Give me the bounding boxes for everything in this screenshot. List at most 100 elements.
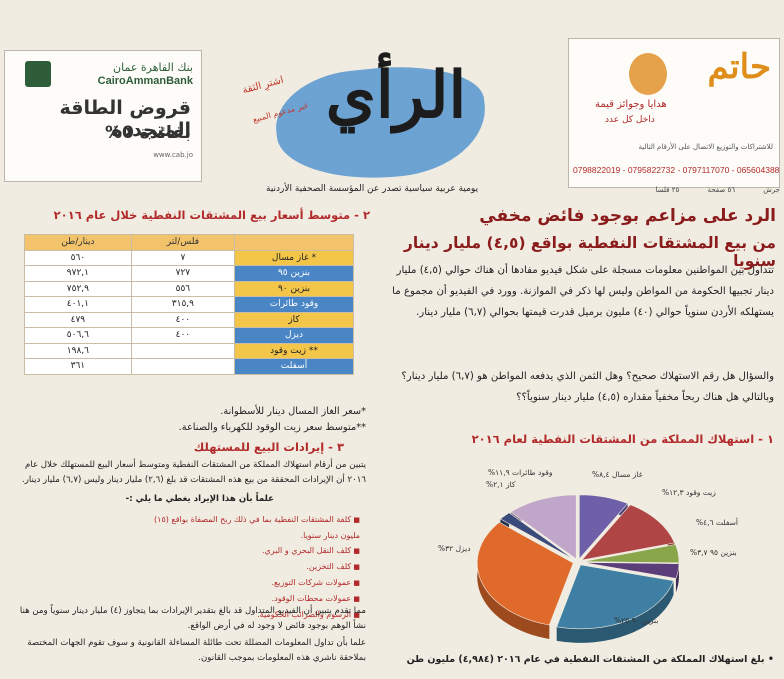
product-cell: ديزل — [234, 327, 354, 344]
product-cell: كاز — [234, 311, 354, 328]
hatem-title: حاتم — [707, 47, 771, 87]
product-cell: بنزين ٩٥ — [234, 265, 354, 282]
fils-per-liter-cell: ٧ — [130, 249, 236, 266]
bank-ad-headline: قروض الطاقة المتجددة — [59, 97, 192, 141]
dinar-per-ton-cell: ٩٧٢,١ — [24, 265, 132, 282]
list-item: عمولات محطات الوقود. — [140, 591, 360, 607]
pie-label: ديزل ٣٢% — [438, 544, 471, 553]
pie-slice — [582, 544, 680, 564]
bank-logo-icon — [25, 61, 51, 87]
table-header — [234, 234, 354, 251]
pie-slice — [510, 494, 577, 560]
newspaper-tagline: يومية عربية سياسية تصدر عن المؤسسة الصحف… — [266, 184, 479, 194]
fils-per-liter-cell: ٣١٥,٩ — [130, 296, 236, 313]
section-3-lead: علماً بأن هذا الإيراد يغطي ما يلي :- — [125, 494, 274, 504]
article-right: الرد على مزاعم بوجود فائض مخفي من بيع ال… — [378, 200, 780, 676]
section-3-title: ٣ - إيرادات البيع للمستهلك — [193, 440, 344, 454]
table-row: ٤٧٩ ٤٠٠ كاز — [24, 311, 354, 328]
list-item: كلف التخزين. — [140, 559, 360, 575]
pie-label: بنزين ٩٠ ٢٥% — [614, 616, 659, 625]
price-table: دينار/طن فلس/لتر ٥٦٠ ٧ غاز مسال * ٩٧٢,١ ٧٢٧ ب… — [24, 234, 354, 375]
product-cell: أسفلت — [234, 358, 354, 375]
paragraph-2: والسؤال هل رقم الاستهلاك صحيح؟ وهل الثمن… — [401, 371, 774, 403]
dinar-per-ton-cell: ٣٦١ — [24, 358, 132, 375]
pie-label: غاز مسال ٨,٤% — [592, 470, 643, 479]
fils-per-liter-cell — [130, 342, 236, 359]
section-3-body: يتبين من أرقام استهلاك المملكة من المشتق… — [22, 460, 366, 485]
bank-name-ar: بنك القاهرة عمان — [113, 61, 193, 74]
paragraph-1: تتداول بين المواطنين معلومات مسجلة على ش… — [392, 265, 774, 318]
table-row: ٧٥٢,٩ ٥٥٦ بنزين ٩٠ — [24, 280, 354, 297]
table-header: فلس/لتر — [130, 234, 236, 251]
fils-per-liter-cell: ٤٠٠ — [130, 327, 236, 344]
pie-slice-side — [556, 580, 674, 643]
closing-2: علما بأن تداول المعلومات المضللة تحت طائ… — [27, 638, 366, 663]
product-cell: غاز مسال * — [234, 249, 354, 266]
pie-slice — [581, 504, 675, 561]
dateline-item: ٢٥ قلسا — [655, 186, 680, 194]
pie-slice — [556, 564, 674, 630]
headline-2: من بيع المشتقات النفطية بواقع (٤,٥) مليا… — [403, 234, 776, 270]
dinar-per-ton-cell: ١٩٨,٦ — [24, 342, 132, 359]
pie-slice — [579, 494, 629, 560]
pie-slice — [499, 512, 575, 560]
table-note-1: *سعر الغاز المسال دينار للأسطوانة. — [220, 406, 366, 417]
product-cell: بنزين ٩٠ — [234, 280, 354, 297]
table-note-2: **متوسط سعر زيت الوقود للكهرباء والصناعة… — [178, 422, 366, 433]
table-row: ٥٠٦,٦ ٤٠٠ ديزل — [24, 327, 354, 344]
subscription-text: للاشتراكات والتوزيع الاتصال على الأرقام … — [638, 143, 773, 151]
dinar-per-ton-cell: ٧٥٢,٩ — [24, 280, 132, 297]
list-item: عمولات شركات التوزيع. — [140, 575, 360, 591]
table-row: ١٩٨,٦ زيت وقود ** — [24, 342, 354, 359]
pie-chart-svg — [476, 494, 680, 643]
gift-line-1: هدايا وجوائز قيمة — [595, 99, 667, 110]
consumption-footnote: • بلغ استهلاك المملكة من المشتقات النفطي… — [406, 654, 774, 665]
pie-label: زيت وقود ١٢,٣% — [662, 488, 716, 497]
pie-slice — [582, 562, 680, 579]
table-row: ٩٧٢,١ ٧٢٧ بنزين ٩٥ — [24, 265, 354, 282]
newspaper-logo: الرأي — [325, 58, 467, 133]
cartoon-kid-icon — [629, 53, 667, 95]
table-row: ٤٠١,١ ٣١٥,٩ وقود طائرات — [24, 296, 354, 313]
dinar-per-ton-cell: ٤٠١,١ — [24, 296, 132, 313]
bank-ad-rate: بفائدة 0% — [104, 123, 191, 143]
dinar-per-ton-cell: ٥٠٦,٦ — [24, 327, 132, 344]
fils-per-liter-cell: ٧٢٧ — [130, 265, 236, 282]
dinar-per-ton-cell: ٤٧٩ — [24, 311, 132, 328]
revenue-bullets: كلفة المشتقات النفطية بما في ذلك ربح الم… — [140, 512, 360, 623]
dateline-item: جرش — [763, 186, 780, 194]
dateline-item: ٥٦ صفحة — [707, 186, 736, 194]
table-row: ٣٦١ أسفلت — [24, 358, 354, 375]
table-header-row: دينار/طن فلس/لتر — [24, 234, 354, 251]
pie-label: وقود طائرات ١١,٩% — [488, 468, 553, 477]
pie-label: كاز ٢,١% — [486, 480, 516, 489]
bank-name-en: CairoAmmanBank — [97, 75, 193, 87]
pie-slice — [476, 521, 574, 626]
hatem-advertisement[interactable]: حاتم هدايا وجوائز قيمة داخل كل عدد للاشت… — [568, 38, 780, 188]
list-item: الرسوم والضرائب الحكومية. — [140, 607, 360, 623]
section-1-title: ١ - استهلاك المملكة من المشتقات النفطية … — [471, 432, 774, 446]
list-item: كلف النقل البحري و البري. — [140, 543, 360, 559]
pie-label: بنزين ٩٥ ٣,٧% — [690, 548, 737, 557]
fils-per-liter-cell — [130, 358, 236, 375]
pie-slice-side — [477, 522, 550, 640]
fils-per-liter-cell: ٤٠٠ — [130, 311, 236, 328]
masthead-logo-area: الرأي اشترِ الثقة غير مدعوم المبيع يومية… — [206, 28, 564, 194]
table-row: ٥٦٠ ٧ غاز مسال * — [24, 249, 354, 266]
dateline-bar: جرش ٥٦ صفحة ٢٥ قلسا — [4, 186, 780, 200]
list-item: كلفة المشتقات النفطية بما في ذلك ربح الم… — [140, 512, 360, 543]
product-cell: زيت وقود ** — [234, 342, 354, 359]
pie-label: أسفلت ٤,٦% — [696, 518, 738, 527]
fils-per-liter-cell: ٥٥٦ — [130, 280, 236, 297]
table-header: دينار/طن — [24, 234, 132, 251]
headline-1: الرد على مزاعم بوجود فائض مخفي — [479, 206, 776, 226]
slogan-1: اشترِ الثقة — [241, 74, 285, 97]
product-cell: وقود طائرات — [234, 296, 354, 313]
pie-chart: غاز مسال ٨,٤% زيت وقود ١٢,٣% أسفلت ٤,٦% … — [378, 466, 780, 656]
bank-advertisement[interactable]: بنك القاهرة عمان CairoAmmanBank قروض الط… — [4, 50, 202, 182]
gift-line-2: داخل كل عدد — [605, 115, 655, 125]
phone-numbers: 0798822019 - 0795822732 - 0797117070 - 0… — [573, 165, 780, 175]
bank-ad-fine-print: www.cab.jo — [153, 151, 193, 159]
table-title: ٢ - متوسط أسعار بيع المشتقات النفطية خلا… — [53, 208, 370, 222]
